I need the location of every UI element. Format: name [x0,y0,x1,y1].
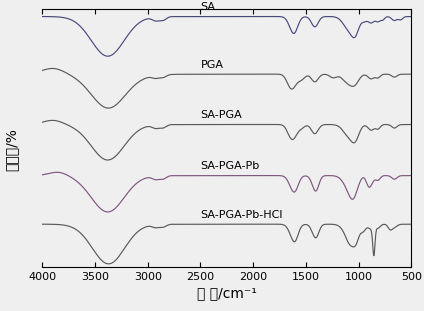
Text: 透过率/%: 透过率/% [4,128,18,171]
X-axis label: 波 数/cm⁻¹: 波 数/cm⁻¹ [197,286,257,300]
Text: SA-PGA: SA-PGA [201,110,242,120]
Text: SA-PGA-Pb-HCl: SA-PGA-Pb-HCl [201,210,283,220]
Text: PGA: PGA [201,60,223,70]
Text: SA: SA [201,2,215,12]
Text: SA-PGA-Pb: SA-PGA-Pb [201,161,260,171]
